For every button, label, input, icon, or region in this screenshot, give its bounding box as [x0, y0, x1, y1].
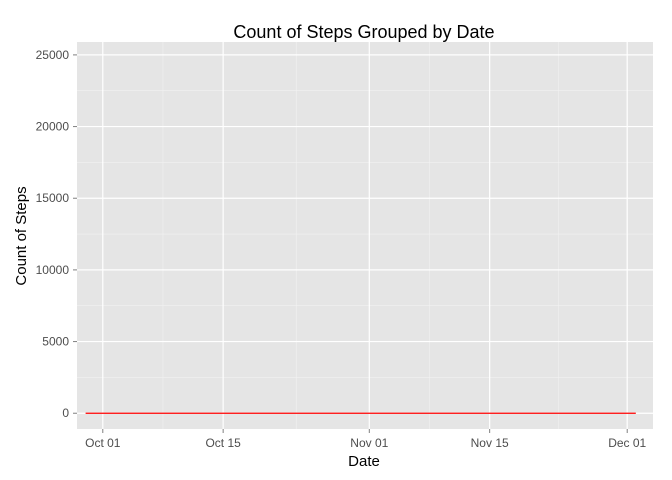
- y-tick-label: 5000: [42, 335, 69, 349]
- x-tick-label: Nov 01: [350, 436, 388, 450]
- plot-panel: [77, 42, 653, 429]
- y-tick-label: 15000: [36, 191, 70, 205]
- y-tick-label: 20000: [36, 120, 70, 134]
- x-tick-label: Dec 01: [608, 436, 646, 450]
- x-tick-label: Oct 01: [85, 436, 121, 450]
- y-tick-label: 0: [62, 406, 69, 420]
- chart-title: Count of Steps Grouped by Date: [233, 22, 494, 42]
- y-tick-label: 25000: [36, 48, 70, 62]
- y-axis: 0 5000 10000 15000 20000 25000: [36, 48, 77, 420]
- y-tick-label: 10000: [36, 263, 70, 277]
- x-tick-label: Oct 15: [205, 436, 241, 450]
- y-axis-title: Count of Steps: [13, 186, 30, 285]
- x-axis: Oct 01 Oct 15 Nov 01 Nov 15 Dec 01: [85, 429, 647, 450]
- x-axis-title: Date: [348, 453, 380, 470]
- x-tick-label: Nov 15: [471, 436, 509, 450]
- minor-gridlines: [77, 42, 653, 429]
